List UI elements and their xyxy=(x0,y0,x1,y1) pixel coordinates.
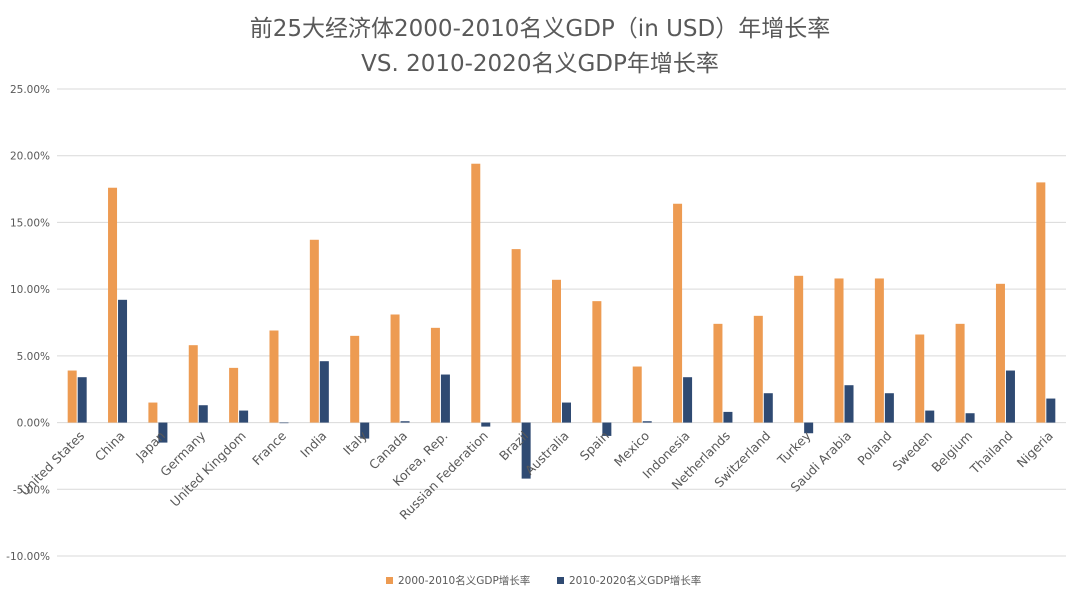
x-category-label: Thailand xyxy=(966,428,1015,477)
bar-series-2 xyxy=(239,410,249,423)
bar-series-1 xyxy=(713,323,723,423)
y-tick-label: 10.00% xyxy=(10,284,50,296)
bar-series-1 xyxy=(350,335,360,423)
legend: 2000-2010名义GDP增长率 2010-2020名义GDP增长率 xyxy=(386,574,701,587)
bar-series-1 xyxy=(67,370,77,423)
bar-series-2 xyxy=(965,413,975,423)
bar-series-1 xyxy=(834,278,844,423)
bar-series-2 xyxy=(521,422,531,479)
x-category-label: France xyxy=(249,428,289,468)
x-category-label: China xyxy=(92,428,128,464)
x-category-label: United States xyxy=(17,428,87,498)
bar-series-1 xyxy=(269,330,279,423)
y-tick-label: 0.00% xyxy=(17,418,50,430)
y-tick-label: 20.00% xyxy=(10,151,50,163)
bar-series-2 xyxy=(77,377,87,423)
bar-series-2 xyxy=(198,405,208,423)
y-tick-label: -5.00% xyxy=(13,484,50,496)
bar-series-1 xyxy=(188,345,198,423)
bar-series-2 xyxy=(642,421,652,423)
bar-series-1 xyxy=(794,275,804,423)
bar-series-2 xyxy=(562,402,571,423)
bar-series-1 xyxy=(552,279,561,423)
bar-series-1 xyxy=(592,301,602,423)
bar-series-2 xyxy=(763,393,773,423)
gridlines xyxy=(57,88,1066,557)
y-tick-label: 25.00% xyxy=(10,84,50,96)
bar-series-2 xyxy=(118,299,128,423)
bar-series-2 xyxy=(723,411,733,423)
bar-series-1 xyxy=(430,327,440,423)
bar-series-2 xyxy=(279,422,289,424)
bar-series-1 xyxy=(874,278,884,423)
bars xyxy=(67,163,1056,479)
y-tick-label: 15.00% xyxy=(10,217,50,229)
y-axis-tick-labels: -10.00% -5.00% 0.00% 5.00% 10.00% 15.00% 20.00… xyxy=(6,84,50,563)
bar-series-1 xyxy=(148,402,158,423)
x-category-label: Nigeria xyxy=(1014,428,1056,470)
legend-swatch xyxy=(386,577,393,584)
x-category-label: United Kingdom xyxy=(167,428,249,510)
bar-series-2 xyxy=(602,422,612,436)
bar-series-1 xyxy=(632,366,642,423)
bar-series-2 xyxy=(360,422,370,439)
bar-series-1 xyxy=(915,334,925,423)
bar-series-1 xyxy=(309,239,319,423)
bar-series-1 xyxy=(511,249,521,423)
bar-series-2 xyxy=(1005,370,1015,423)
bar-series-2 xyxy=(884,393,894,423)
bar-series-1 xyxy=(673,203,683,423)
bar-series-2 xyxy=(844,385,854,423)
bar-series-1 xyxy=(229,367,239,423)
bar-series-2 xyxy=(440,374,450,423)
bar-series-1 xyxy=(108,187,118,423)
bar-series-1 xyxy=(753,315,763,423)
bar-series-2 xyxy=(925,410,935,423)
x-category-label: Poland xyxy=(854,428,894,468)
bar-series-1 xyxy=(471,163,481,423)
chart-title: 前25大经济体2000-2010名义GDP（in USD）年增长率 xyxy=(249,16,831,42)
bar-series-2 xyxy=(319,361,329,423)
y-tick-label: 5.00% xyxy=(17,351,50,363)
legend-swatch xyxy=(557,577,564,584)
bar-series-2 xyxy=(1046,398,1056,423)
legend-label: 2010-2020名义GDP增长率 xyxy=(569,574,701,587)
bar-series-2 xyxy=(481,422,491,427)
bar-series-2 xyxy=(683,377,693,423)
bar-series-1 xyxy=(955,323,965,423)
y-tick-label: -10.00% xyxy=(6,551,50,563)
bar-series-2 xyxy=(158,422,168,443)
bar-series-1 xyxy=(1036,182,1046,423)
x-category-label: Sweden xyxy=(889,428,935,474)
x-category-label: Spain xyxy=(577,428,612,463)
legend-label: 2000-2010名义GDP增长率 xyxy=(398,574,530,587)
bar-series-2 xyxy=(400,421,410,423)
x-category-label: Japan xyxy=(132,428,168,464)
bar-series-1 xyxy=(390,314,400,423)
x-category-label: India xyxy=(297,428,329,460)
bar-series-2 xyxy=(804,422,814,434)
bar-series-1 xyxy=(995,283,1005,423)
chart-subtitle: VS. 2010-2020名义GDP年增长率 xyxy=(361,51,719,77)
